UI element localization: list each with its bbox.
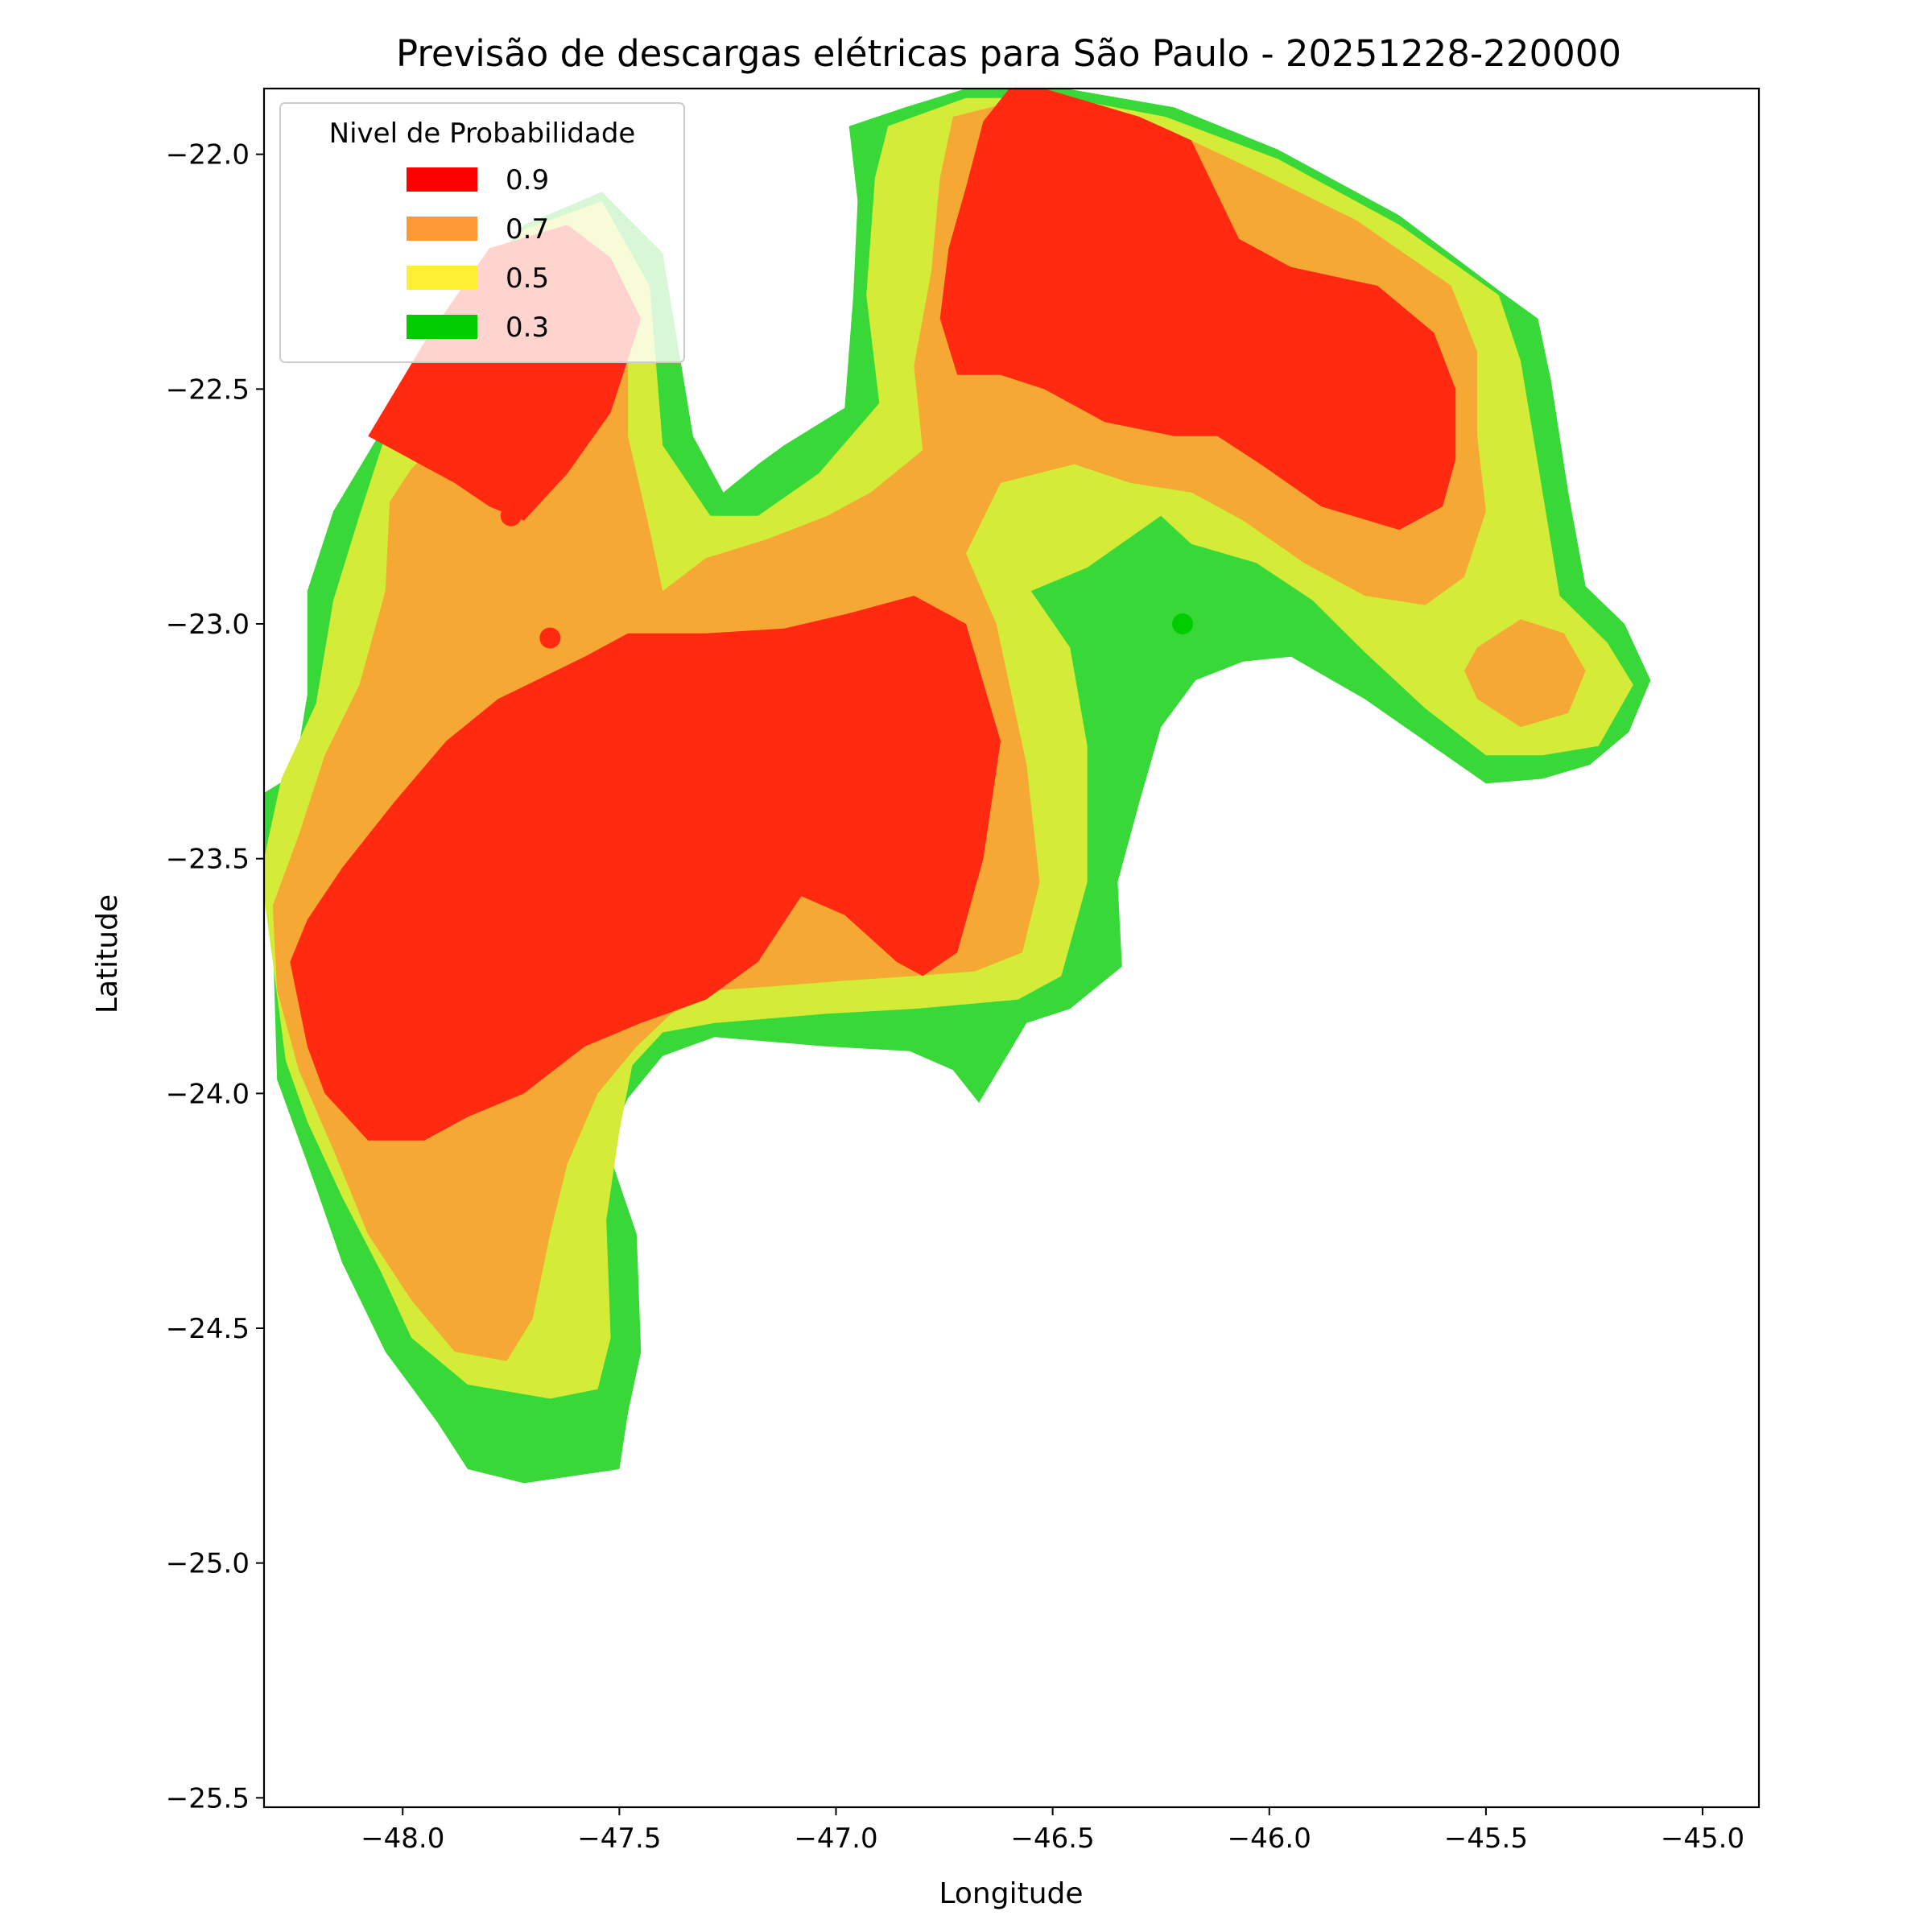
legend-swatch-05	[407, 266, 477, 290]
marker-layer	[470, 505, 1194, 1330]
station-marker-2	[539, 627, 561, 649]
x-tick-label: −45.5	[1444, 1823, 1528, 1855]
x-tick-label: −46.0	[1228, 1823, 1311, 1855]
station-marker-1	[500, 505, 522, 526]
y-tick-label: −22.5	[166, 374, 250, 406]
x-tick-label: −47.5	[577, 1823, 661, 1855]
x-tick-label: −46.5	[1011, 1823, 1095, 1855]
x-axis: −48.0 −47.5 −47.0 −46.5 −46.0 −45.5 −45.0	[361, 1807, 1744, 1855]
legend-label-05: 0.5	[506, 262, 549, 295]
x-tick-label: −48.0	[361, 1823, 444, 1855]
y-axis-label: Latitude	[91, 894, 124, 1013]
contour-region-09-1	[290, 596, 1001, 1141]
legend-label-03: 0.3	[506, 312, 549, 344]
legend-entries: 0.9 0.7 0.5 0.3	[407, 164, 549, 344]
plot-frame	[262, 87, 1761, 1809]
contour-layer	[264, 89, 1651, 1484]
y-tick-label: −25.0	[166, 1548, 250, 1580]
y-tick-label: −24.5	[166, 1313, 250, 1345]
legend: Nivel de Probabilidade 0.9 0.7 0.5 0.3	[279, 102, 685, 363]
legend-swatch-07	[407, 217, 477, 241]
contour-region-09-3	[939, 89, 1456, 530]
legend-swatch-09	[407, 167, 477, 192]
chart-title: Previsão de descargas elétricas para São…	[396, 32, 1621, 75]
legend-swatch-03	[407, 315, 477, 339]
legend-label-09: 0.9	[506, 164, 549, 196]
legend-label-07: 0.7	[506, 213, 549, 246]
contour-region-07-2	[1464, 619, 1586, 728]
station-marker-3	[470, 1308, 492, 1330]
x-axis-label: Longitude	[939, 1877, 1083, 1910]
x-tick-label: −47.0	[794, 1823, 877, 1855]
y-tick-label: −22.0	[166, 139, 250, 171]
y-tick-label: −23.5	[166, 844, 250, 876]
legend-title: Nivel de Probabilidade	[329, 118, 636, 150]
y-tick-label: −23.0	[166, 609, 250, 641]
station-marker-4	[1172, 613, 1194, 634]
y-axis: −22.0 −22.5 −23.0 −23.5 −24.0 −24.5 −25.0 −25.5	[166, 139, 264, 1814]
legend-box	[279, 102, 685, 363]
y-tick-label: −25.5	[166, 1782, 250, 1814]
y-tick-label: −24.0	[166, 1078, 250, 1110]
x-tick-label: −45.0	[1661, 1823, 1744, 1855]
